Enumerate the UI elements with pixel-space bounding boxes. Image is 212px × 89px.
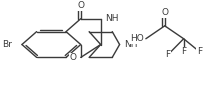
Text: O: O <box>161 8 168 17</box>
Text: O: O <box>70 53 77 62</box>
Text: O: O <box>77 1 84 10</box>
Text: F: F <box>197 47 202 56</box>
Text: F: F <box>165 50 170 59</box>
Text: Br: Br <box>2 40 12 49</box>
Text: NH: NH <box>124 40 137 49</box>
Text: NH: NH <box>105 14 118 23</box>
Text: HO: HO <box>130 34 144 43</box>
Text: F: F <box>181 47 186 56</box>
